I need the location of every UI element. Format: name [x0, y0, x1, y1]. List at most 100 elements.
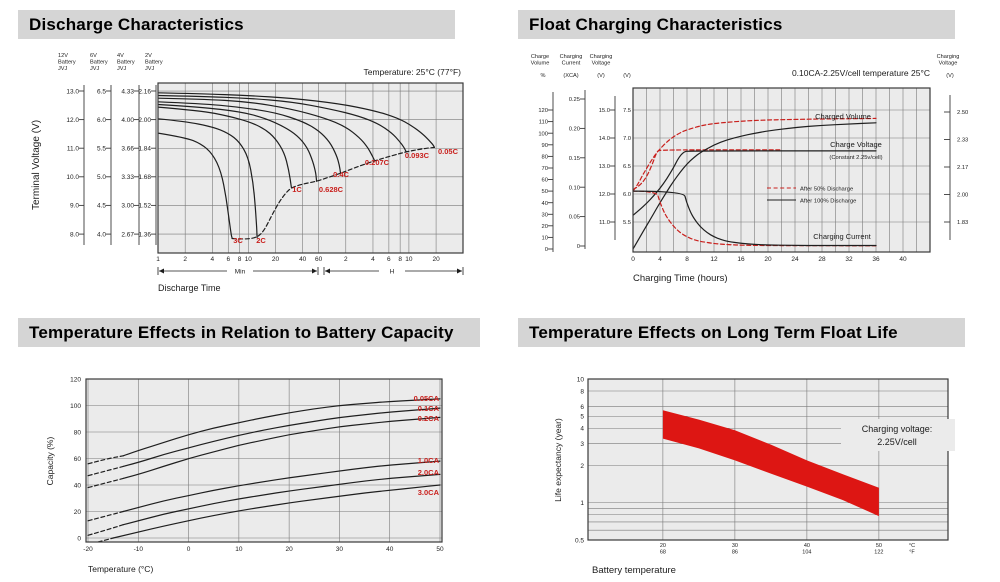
series-0.2CA-cold [87, 477, 124, 489]
chart-label: 0 [77, 535, 81, 542]
chart-label: Charging Time (hours) [633, 273, 728, 284]
discharge-plot-border [157, 82, 464, 254]
chart-label: 10 [245, 256, 253, 263]
chart-label: 0.093C [405, 151, 430, 160]
chart-label: Charging voltage: [862, 424, 933, 434]
chart-label: 2.00 [957, 193, 968, 199]
chart-label: JVJ [145, 66, 155, 72]
chart-label: 14.0 [599, 136, 610, 142]
series-charging-current-after-50 [633, 190, 877, 247]
range-arrow-H [323, 267, 464, 275]
series-3.0CA [112, 484, 441, 539]
chart-label: 0 [577, 244, 580, 250]
chart-label: 2.17 [957, 165, 968, 171]
chart-label: After 50% Discharge [800, 187, 853, 193]
series-0.1CA [122, 407, 441, 467]
chart-label: 50 [876, 543, 882, 549]
annotation-bg [841, 419, 955, 451]
range-arrow-Min [157, 267, 319, 275]
chart-label: 60 [74, 456, 82, 463]
float-charging-title: Float Charging Characteristics [529, 14, 783, 34]
chart-label: 20 [432, 256, 440, 263]
chart-label: 20 [764, 256, 772, 263]
chart-label: 5.0 [97, 174, 106, 181]
chart-label: 2 [344, 256, 348, 263]
chart-label: Min [235, 268, 246, 275]
temp-capacity-title-banner: Temperature Effects in Relation to Batte… [18, 318, 480, 347]
chart-label: 8.0 [70, 231, 79, 238]
chart-label: 6.5 [97, 88, 106, 95]
chart-label: 120 [538, 108, 548, 114]
chart-label: 5.5 [97, 146, 106, 153]
chart-label: 1C [292, 185, 302, 194]
chart-label: (V) [623, 73, 631, 79]
chart-label: 6.0 [97, 117, 106, 124]
chart-label: 1.83 [957, 220, 968, 226]
series-2.0CA-cold [87, 524, 124, 536]
temp-capacity-chart: -20 -10 0 10 20 30 40 50 0 20 40 60 80 100 120 Capacity… [45, 376, 444, 574]
chart-label: 6 [226, 256, 230, 263]
series-0.05CA [122, 398, 441, 457]
discharge-axis-column-2: 4.33 4.00 3.66 3.33 3.00 2.67 [121, 85, 140, 245]
float-charging-axis-column-1: 0 0.05 0.10 0.15 0.20 0.25 [569, 90, 586, 250]
float-charging-axis-column-2: 11.0 12.0 13.0 14.0 15.0 [599, 96, 616, 240]
chart-label: (V) [597, 73, 605, 79]
chart-label: 1.84 [138, 146, 151, 153]
chart-label: Temperature: 25°C (77°F) [363, 67, 461, 77]
chart-label: Volume [531, 61, 550, 67]
chart-label: (Constant 2.25v/cell) [829, 155, 882, 161]
chart-label: Charged Volume [815, 112, 871, 121]
chart-label: 24 [791, 256, 799, 263]
float-charging-chart: 010203040506070809010011012000.050.100.1… [531, 54, 969, 284]
series-charging-current-after-100 [633, 190, 877, 247]
chart-label: 90 [542, 143, 548, 149]
series-charged-volume-after-50 [633, 117, 877, 192]
chart-label: 5 [580, 414, 584, 421]
chart-label: 1.52 [138, 203, 151, 210]
chart-label: 50 [436, 546, 444, 553]
chart-label: 3.0CA [418, 488, 440, 497]
chart-label: Discharge Time [158, 283, 221, 293]
chart-label: 60 [542, 178, 548, 184]
chart-label: 0.25 [569, 97, 580, 103]
chart-label: JVJ [58, 66, 68, 72]
series-charge-voltage-after-100 [633, 150, 877, 216]
discharge-title-banner: Discharge Characteristics [18, 10, 455, 39]
chart-label: 110 [539, 120, 548, 126]
chart-label: 12.0 [599, 192, 610, 198]
chart-label: Capacity (%) [45, 437, 55, 486]
chart-label: 32 [845, 256, 853, 263]
chart-label: 120 [70, 376, 81, 383]
chart-label: 0.4C [333, 170, 349, 179]
series-0.1CA-cold [87, 465, 124, 477]
chart-label: JVJ [117, 66, 127, 72]
chart-label: 28 [818, 256, 826, 263]
chart-label: 2.00 [138, 117, 151, 124]
chart-label: 1.0CA [418, 456, 440, 465]
chart-label: 2 [183, 256, 187, 263]
chart-label: H [390, 268, 395, 275]
chart-label: 60 [315, 256, 323, 263]
chart-label: 20 [660, 543, 666, 549]
life-expectancy-band [662, 410, 879, 517]
series-3C [158, 132, 233, 239]
chart-label: 6.0 [623, 192, 631, 198]
chart-label: After 100% Discharge [800, 199, 856, 205]
discharge-axis-column-0: 13.0 12.0 11.0 10.0 9.0 8.0 [66, 85, 85, 245]
chart-label: 13.0 [599, 164, 610, 170]
float-charging-axis-column-4: 1.83 2.00 2.17 2.33 2.50 [944, 95, 968, 240]
series-2C [158, 118, 258, 239]
chart-label: 12 [710, 256, 718, 263]
chart-label: Battery [90, 60, 108, 66]
chart-label: Battery [145, 60, 163, 66]
discharge-chart: 13.0 12.0 11.0 10.0 9.0 8.0 6.5 6.0 5.5 5.0 4.5 4.0… [31, 53, 464, 293]
chart-label: 3 [580, 441, 584, 448]
chart-label: 4.33 [121, 88, 134, 95]
chart-label: 0.05 [569, 215, 580, 221]
chart-label: 40 [542, 201, 548, 207]
float-charging-axis-column-0: 0 10 20 30 40 50 60 70 80 90 100 110 120 [538, 92, 554, 253]
chart-label: 1.68 [138, 174, 151, 181]
discharge-series [158, 92, 435, 240]
